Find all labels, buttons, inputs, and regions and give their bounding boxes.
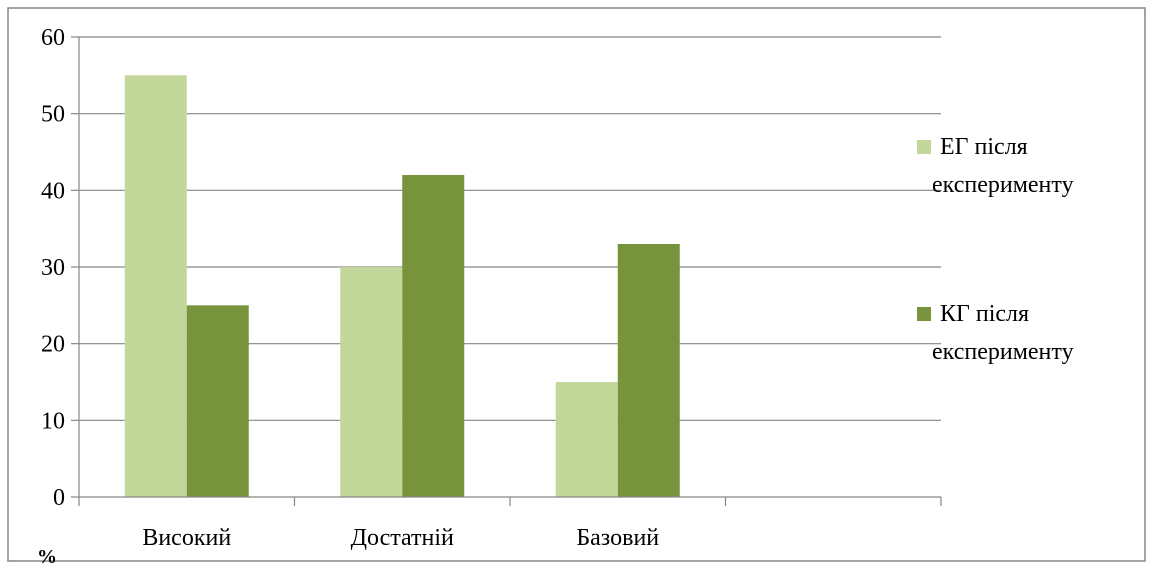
y-tick-label: 30 bbox=[41, 255, 65, 281]
x-tick-label: Достатній bbox=[351, 525, 454, 551]
legend-swatch-1 bbox=[917, 140, 931, 154]
x-tick-label: Базовий bbox=[576, 525, 659, 551]
bar-2-1 bbox=[186, 305, 249, 497]
bar-1-3 bbox=[555, 382, 618, 497]
legend: ЕГ після експерименту КГ після експерименту bbox=[917, 134, 1074, 365]
axis-labels: 0 10 20 30 40 50 60 Високий Достатній Базовий% bbox=[37, 25, 659, 568]
y-unit-label: % bbox=[37, 546, 57, 568]
bar-1-2 bbox=[340, 267, 403, 497]
legend-label-2-line-1: КГ після bbox=[940, 301, 1029, 327]
legend-swatch-2 bbox=[917, 307, 931, 321]
legend-label-1-line-1: ЕГ після bbox=[940, 134, 1028, 160]
bars bbox=[124, 75, 680, 497]
legend-label-1-line-2: експерименту bbox=[932, 172, 1074, 198]
y-tick-label: 50 bbox=[41, 102, 65, 128]
y-tick-label: 40 bbox=[41, 178, 65, 204]
axes bbox=[71, 36, 942, 506]
bar-2-3 bbox=[617, 244, 680, 497]
y-tick-label: 60 bbox=[41, 25, 65, 51]
y-tick-label: 20 bbox=[41, 332, 65, 358]
bar-2-2 bbox=[402, 175, 465, 497]
x-tick-label: Високий bbox=[142, 525, 231, 551]
y-tick-label: 0 bbox=[53, 485, 65, 511]
bar-1-1 bbox=[124, 75, 187, 497]
y-tick-label: 10 bbox=[41, 408, 65, 434]
legend-label-2-line-2: експерименту bbox=[932, 339, 1074, 365]
